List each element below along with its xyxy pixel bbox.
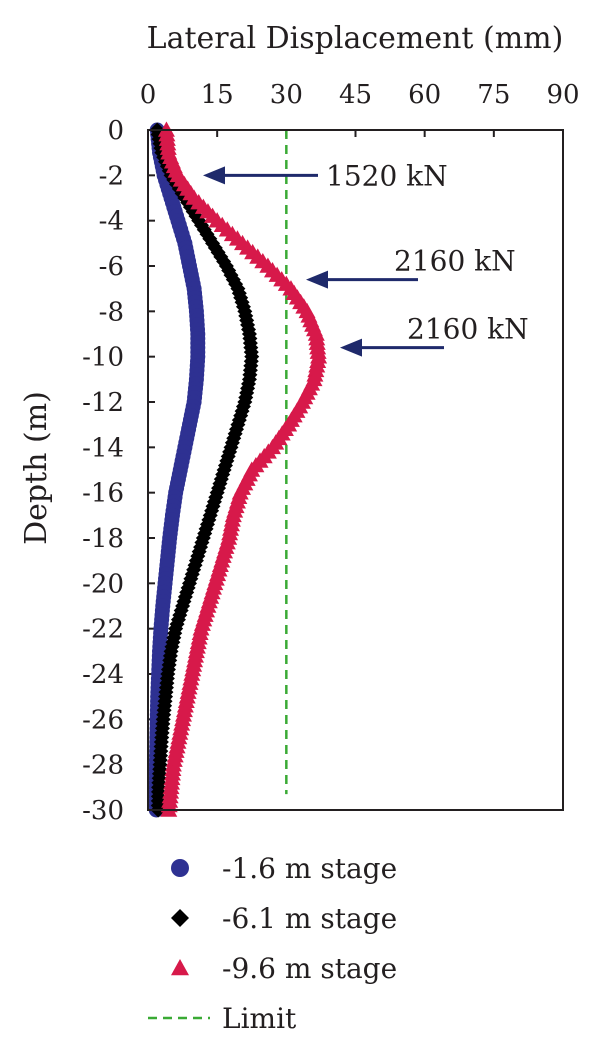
y-tick-label: -2 [99, 161, 124, 191]
series-diamond [149, 122, 260, 818]
y-tick-label: -14 [82, 433, 124, 463]
arrow-head-icon [340, 338, 362, 357]
legend-circle-icon [171, 859, 189, 877]
arrow-head-icon [306, 270, 328, 289]
legend-item: -1.6 m stage [171, 852, 397, 885]
y-tick-label: -30 [82, 796, 124, 826]
annotation-layer: 1520 kN 2160 kN 2160 kN [203, 159, 529, 357]
y-tick-label: -24 [82, 660, 124, 690]
annotation-2: 2160 kN [306, 245, 516, 289]
y-tick-label: -4 [99, 207, 124, 237]
legend-triangle-icon [171, 959, 189, 976]
annotation-label: 2160 kN [407, 313, 529, 346]
annotation-3: 2160 kN [340, 313, 529, 357]
legend-item: -6.1 m stage [171, 902, 397, 935]
y-tick-label: -10 [82, 343, 124, 373]
legend-label: -1.6 m stage [222, 852, 397, 885]
arrow-head-icon [203, 166, 225, 185]
legend-diamond-icon [171, 909, 189, 927]
y-tick-label: -22 [82, 615, 124, 645]
x-tick-labels: 0 15 30 45 60 75 90 [140, 80, 580, 137]
legend-label: -9.6 m stage [222, 952, 397, 985]
y-axis-title: Depth (m) [19, 391, 54, 545]
y-tick-label: -18 [82, 524, 124, 554]
x-tick-label: 30 [270, 80, 303, 110]
x-tick-label: 0 [140, 80, 157, 110]
legend-label: Limit [222, 1002, 297, 1035]
y-tick-label: -16 [82, 479, 124, 509]
y-tick-labels: 0 -2 -4 -6 -8 -10 -12 -14 -16 -18 -20 -22 -24 -26 -28 -… [82, 116, 155, 826]
x-tick-label: 15 [201, 80, 234, 110]
y-tick-label: -28 [82, 751, 124, 781]
x-tick-label: 45 [339, 80, 372, 110]
legend-item: -9.6 m stage [171, 952, 397, 985]
legend: -1.6 m stage -6.1 m stage -9.6 m stage Limi… [148, 852, 397, 1035]
y-tick-label: -12 [82, 388, 124, 418]
annotation-1: 1520 kN [203, 159, 448, 192]
annotation-label: 2160 kN [394, 245, 516, 278]
x-tick-label: 90 [546, 80, 579, 110]
plot-frame [147, 129, 564, 811]
y-tick-label: -6 [99, 252, 124, 282]
annotation-label: 1520 kN [326, 159, 448, 192]
y-tick-label: -26 [82, 705, 124, 735]
series-layer [148, 121, 328, 818]
y-tick-label: -20 [82, 569, 124, 599]
legend-label: -6.1 m stage [222, 902, 397, 935]
y-tick-label: -8 [99, 297, 124, 327]
x-axis-title: Lateral Displacement (mm) [147, 21, 564, 56]
series-circle [148, 122, 206, 818]
y-tick-label: 0 [107, 116, 124, 146]
series-triangle [157, 121, 328, 817]
legend-item: Limit [148, 1002, 297, 1035]
x-tick-label: 60 [408, 80, 441, 110]
x-tick-label: 75 [477, 80, 510, 110]
